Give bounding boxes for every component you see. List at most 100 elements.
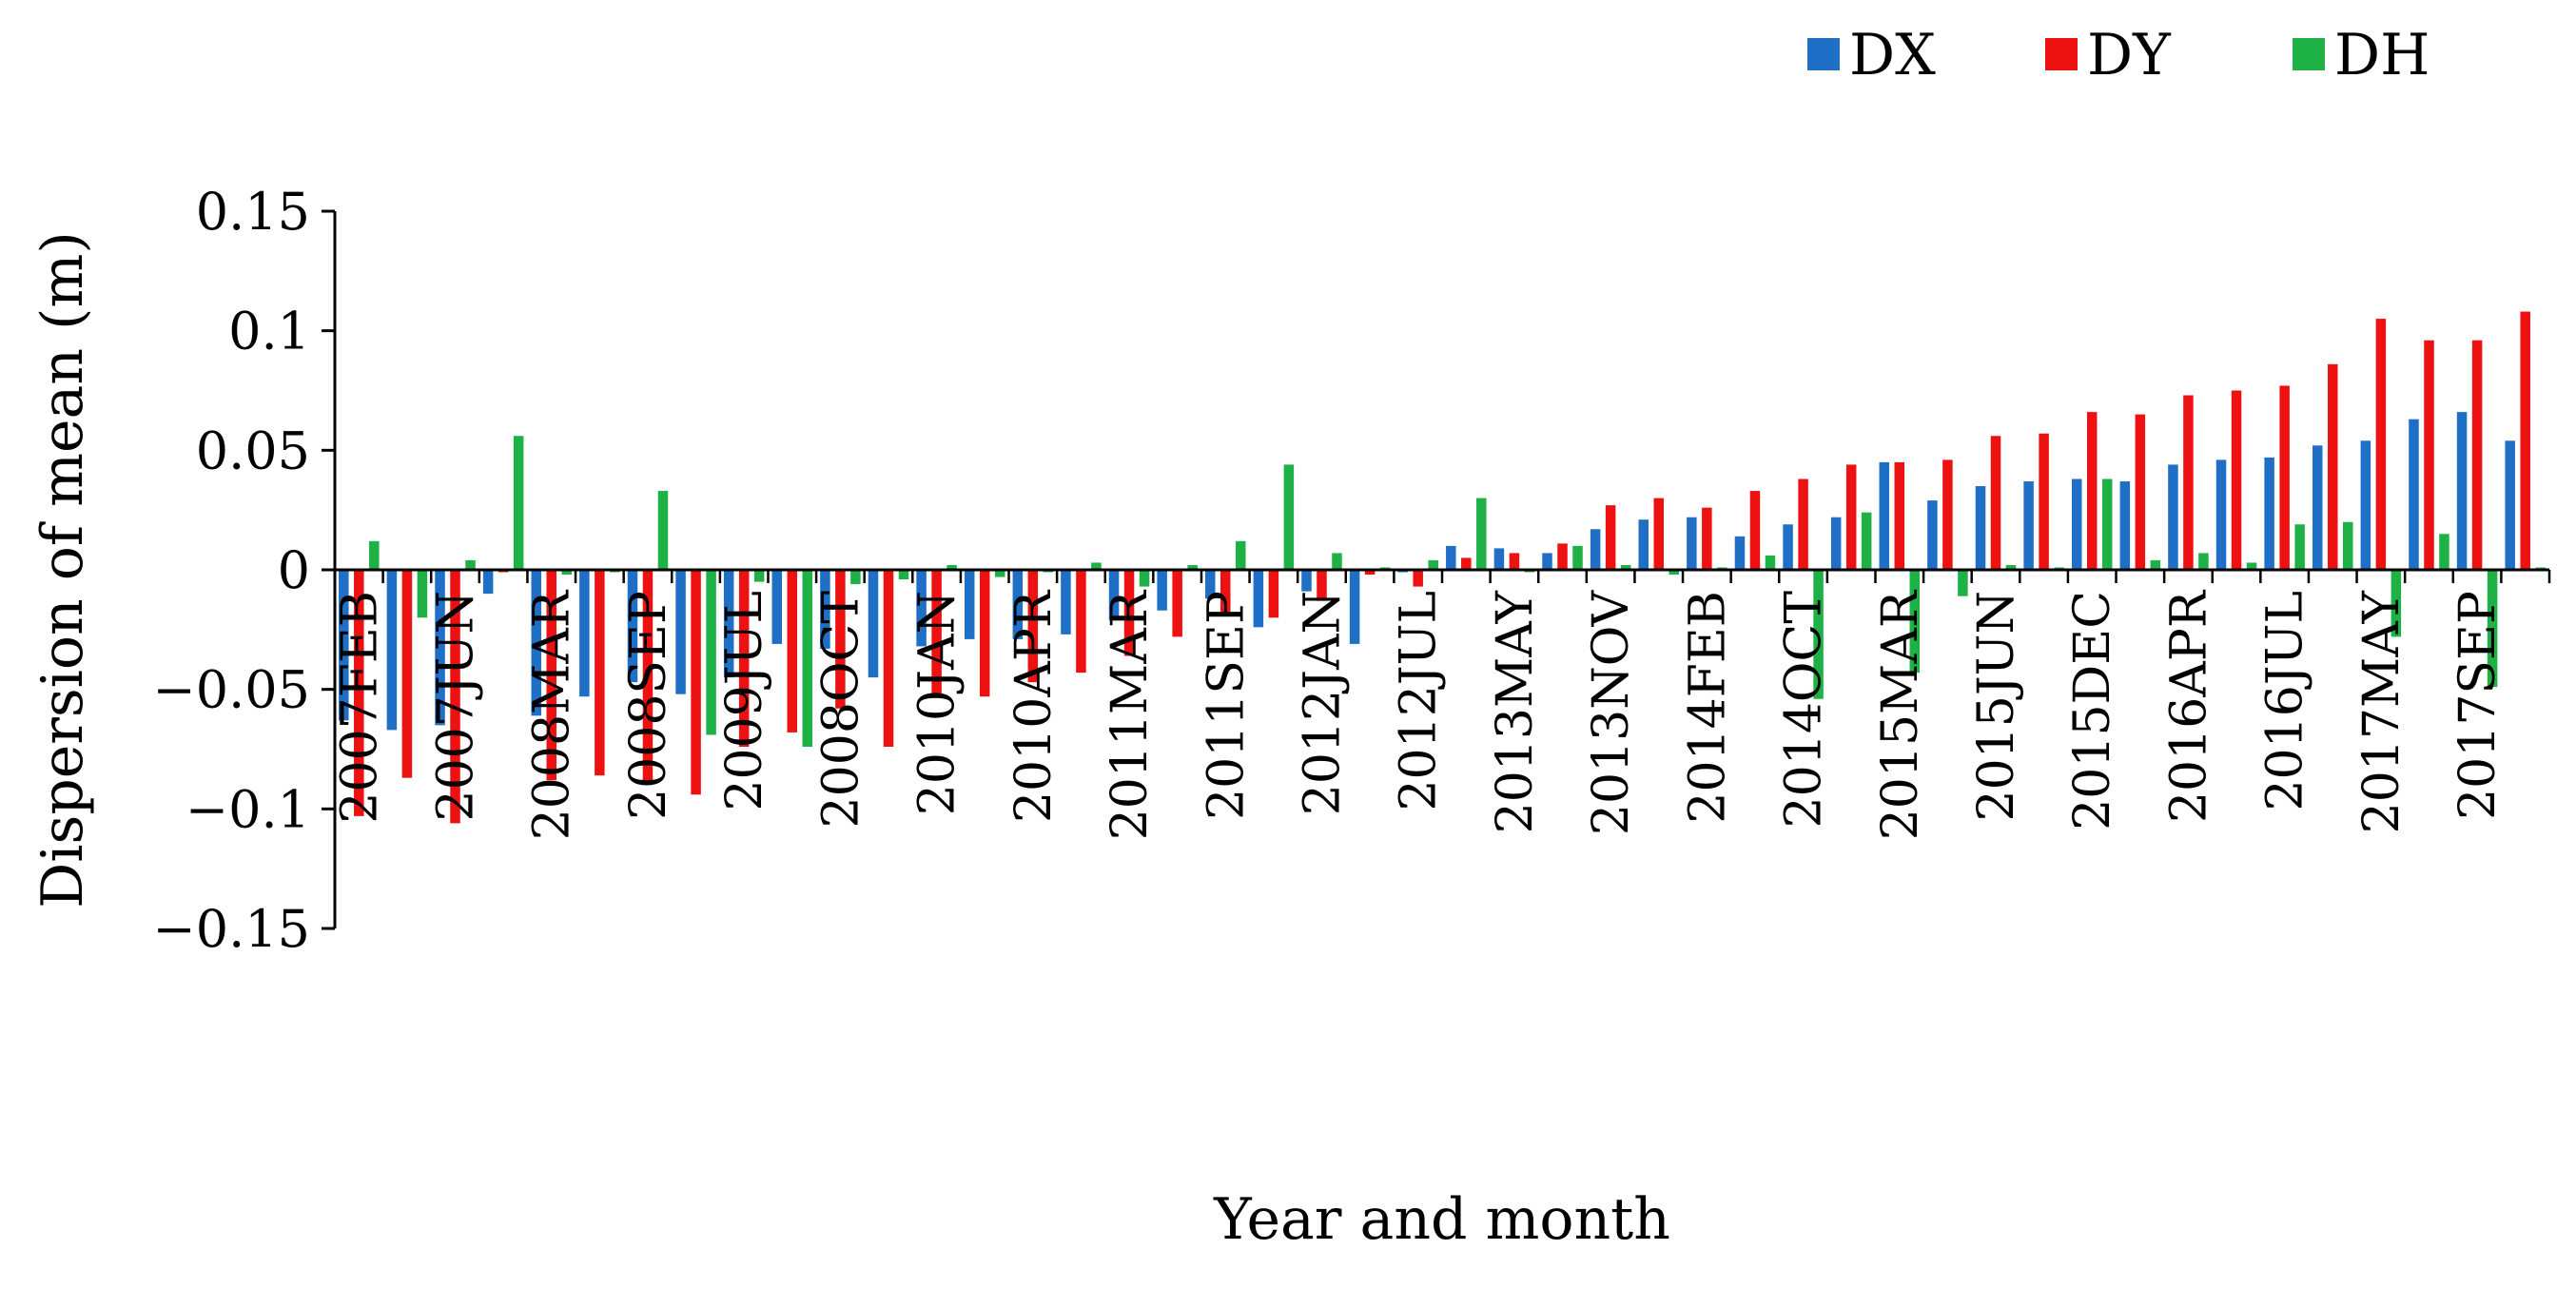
bar-dy-39 (2231, 390, 2242, 570)
bar-dx-8 (723, 570, 734, 678)
bar-dy-16 (1123, 570, 1135, 656)
bar-dx-40 (2264, 457, 2274, 570)
bar-dx-41 (2313, 445, 2323, 570)
bar-dy-32 (1894, 461, 1905, 570)
bar-dx-26 (1590, 529, 1601, 570)
x-tick-label: 2015JUN (1968, 591, 2025, 822)
bar-dx-19 (1253, 570, 1264, 628)
bar-dh-34 (2005, 564, 2017, 570)
bar-dy-10 (835, 570, 846, 709)
bar-dx-28 (1687, 517, 1697, 570)
x-tick-label: 2007FEB (331, 591, 388, 824)
bar-dh-36 (2101, 478, 2113, 570)
bar-dx-18 (1205, 570, 1216, 599)
bar-dy-19 (1268, 570, 1279, 618)
bar-dx-37 (2119, 481, 2131, 570)
bar-dy-41 (2328, 363, 2338, 570)
bar-dy-22 (1413, 570, 1423, 587)
bar-dx-16 (1108, 570, 1120, 620)
y-axis-title: Dispersion of mean (m) (29, 231, 96, 908)
bar-dy-28 (1702, 507, 1712, 570)
bar-dx-14 (1012, 570, 1024, 639)
bar-dx-38 (2168, 464, 2178, 570)
bar-dy-13 (979, 570, 990, 697)
bar-dh-43 (2439, 534, 2449, 570)
bar-dy-26 (1605, 505, 1616, 570)
bar-dx-43 (2409, 419, 2419, 570)
bar-dx-24 (1493, 548, 1505, 570)
bar-dx-5 (579, 570, 590, 697)
labels-layer: 0.15 0.1 0.05 0 −0.05 −0.1 −0.15 2007FEB 2007JUN… (29, 182, 2507, 1253)
bar-dx-32 (1879, 461, 1890, 570)
x-tick-label: 2012JUL (1391, 591, 1448, 811)
bar-dx-27 (1638, 519, 1649, 570)
legend-swatch-dy (2045, 38, 2078, 70)
bar-dx-45 (2505, 440, 2515, 570)
y-tick-label: −0.1 (185, 779, 310, 839)
bar-dh-13 (994, 570, 1005, 577)
bar-dh-18 (1236, 540, 1246, 570)
bar-dx-29 (1734, 536, 1746, 570)
bar-dx-36 (2071, 478, 2082, 570)
bar-dy-20 (1317, 570, 1327, 601)
bar-dy-40 (2279, 385, 2290, 570)
bar-dh-42 (2391, 570, 2402, 637)
bar-dy-30 (1798, 478, 1808, 570)
bar-dx-3 (482, 570, 494, 595)
bar-dy-7 (691, 570, 701, 795)
bar-dx-11 (868, 570, 879, 678)
bar-dy-37 (2135, 414, 2146, 570)
bar-dx-35 (2023, 481, 2034, 570)
bar-dx-1 (386, 570, 398, 731)
bar-dx-13 (964, 570, 975, 639)
bar-dh-33 (1958, 570, 1968, 596)
bar-dh-19 (1283, 464, 1295, 570)
bar-dy-17 (1172, 570, 1182, 637)
bar-dy-11 (883, 570, 894, 747)
legend-label-dx: DX (1849, 22, 1936, 88)
bar-dx-39 (2215, 459, 2227, 570)
bar-dx-7 (675, 570, 686, 694)
bar-dy-34 (1990, 436, 2001, 570)
bar-dh-30 (1813, 570, 1824, 699)
bar-dy-4 (546, 570, 556, 781)
bar-dy-42 (2375, 319, 2387, 570)
bar-dy-6 (642, 570, 654, 781)
bar-dh-20 (1332, 553, 1342, 570)
bar-dx-25 (1542, 553, 1552, 570)
bar-dh-25 (1572, 545, 1583, 570)
bar-dx-17 (1157, 570, 1167, 611)
bar-dh-11 (898, 570, 909, 580)
bar-dx-2 (435, 570, 445, 726)
bar-dx-34 (1975, 486, 1986, 570)
x-tick-label: 2015MAR (1872, 589, 1929, 840)
bar-dy-12 (931, 570, 942, 697)
x-tick-label: 2013NOV (1583, 590, 1640, 836)
bar-dh-1 (417, 570, 428, 618)
bar-dy-43 (2424, 340, 2434, 570)
legend-swatch-dx (1807, 38, 1840, 70)
bar-dh-37 (2150, 559, 2161, 570)
bar-dy-33 (1942, 459, 1953, 570)
y-tick-label: 0 (278, 540, 310, 600)
bar-dy-8 (738, 570, 750, 747)
x-tick-label: 2016APR (2160, 589, 2217, 823)
legend-label-dy: DY (2087, 22, 2172, 88)
legend-label-dh: DH (2334, 22, 2430, 88)
bar-dx-20 (1301, 570, 1312, 592)
bar-dx-10 (820, 570, 830, 649)
bar-dy-35 (2039, 433, 2049, 570)
axes-layer (322, 209, 2551, 930)
bar-dh-2 (465, 559, 476, 570)
bar-dx-44 (2456, 412, 2468, 570)
bar-dx-23 (1446, 545, 1456, 570)
x-tick-label: 2010APR (1005, 589, 1063, 823)
x-tick-label: 2015DEC (2064, 591, 2121, 830)
bar-dh-4 (561, 570, 572, 576)
bar-dh-40 (2294, 524, 2305, 570)
bar-dh-12 (946, 564, 957, 570)
bar-dh-16 (1139, 570, 1150, 587)
legend: DX DY DH (1807, 22, 2430, 88)
x-tick-label: 2014FEB (1679, 591, 1736, 824)
x-tick-label: 2013MAY (1487, 590, 1544, 833)
